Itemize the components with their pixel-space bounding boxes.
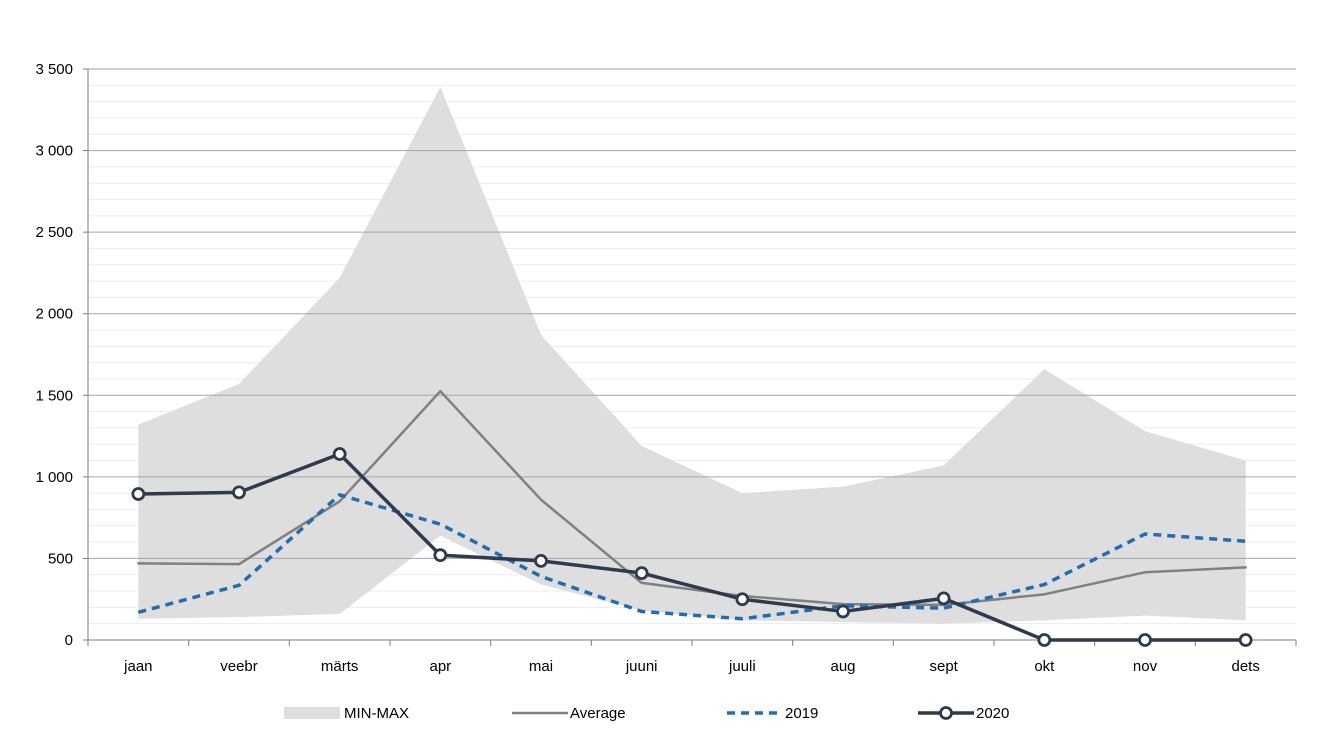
data-point-2020 <box>1037 633 1052 647</box>
data-point-2020 <box>332 447 347 461</box>
x-tick-label: mai <box>529 658 553 675</box>
legend: MIN-MAX Average 2019 2020 <box>284 705 1009 722</box>
data-point-2020 <box>836 604 850 619</box>
legend-marker-2020 <box>939 706 953 720</box>
x-tick-label: nov <box>1133 658 1158 675</box>
series-line-2019 <box>137 493 1246 621</box>
min-max-band <box>138 86 1246 624</box>
data-point-2020 <box>131 487 146 501</box>
min-max-band-layer <box>138 86 1246 624</box>
x-tick-label: okt <box>1034 658 1055 675</box>
data-point-2020 <box>634 566 649 581</box>
data-point-2020 <box>1238 633 1253 647</box>
legend-label-2019: 2019 <box>785 705 818 722</box>
data-point-2020 <box>232 485 246 500</box>
series-line-2020 <box>136 452 1248 642</box>
y-tick-label: 1 000 <box>35 469 73 486</box>
y-tick-label: 0 <box>65 632 73 649</box>
legend-label-min-max: MIN-MAX <box>344 705 409 722</box>
data-point-2020 <box>936 591 951 606</box>
x-tick-label: jaan <box>123 658 152 675</box>
y-tick-labels: 0 500 1 000 1 500 2 000 2 500 3 000 3 500 <box>35 61 73 649</box>
x-tick-label: sept <box>929 658 958 675</box>
data-point-2020 <box>735 592 750 607</box>
y-tick-label: 3 000 <box>35 143 73 160</box>
legend-label-2020: 2020 <box>976 705 1009 722</box>
x-tick-label: dets <box>1231 658 1259 675</box>
x-tick-label: juuli <box>728 658 756 675</box>
data-point-2020 <box>534 553 548 568</box>
x-tick-label: veebr <box>220 658 258 675</box>
y-tick-label: 3 500 <box>35 61 73 78</box>
data-point-2020 <box>433 548 448 563</box>
data-point-2020 <box>1138 633 1152 647</box>
series-layer <box>131 389 1253 647</box>
x-tick-labels: jaan veebr märts apr mai juuni juuli aug sept okt… <box>123 658 1260 675</box>
x-tick-label: juuni <box>625 658 658 675</box>
x-tick-label: märts <box>321 658 359 675</box>
y-tick-label: 1 500 <box>35 387 73 404</box>
y-tick-label: 500 <box>48 550 73 567</box>
x-tick-label: aug <box>830 658 855 675</box>
legend-swatch-min-max <box>284 707 340 719</box>
y-tick-label: 2 000 <box>35 306 73 323</box>
x-tick-label: apr <box>429 658 451 675</box>
legend-label-average: Average <box>570 705 626 722</box>
y-tick-label: 2 500 <box>35 224 73 241</box>
